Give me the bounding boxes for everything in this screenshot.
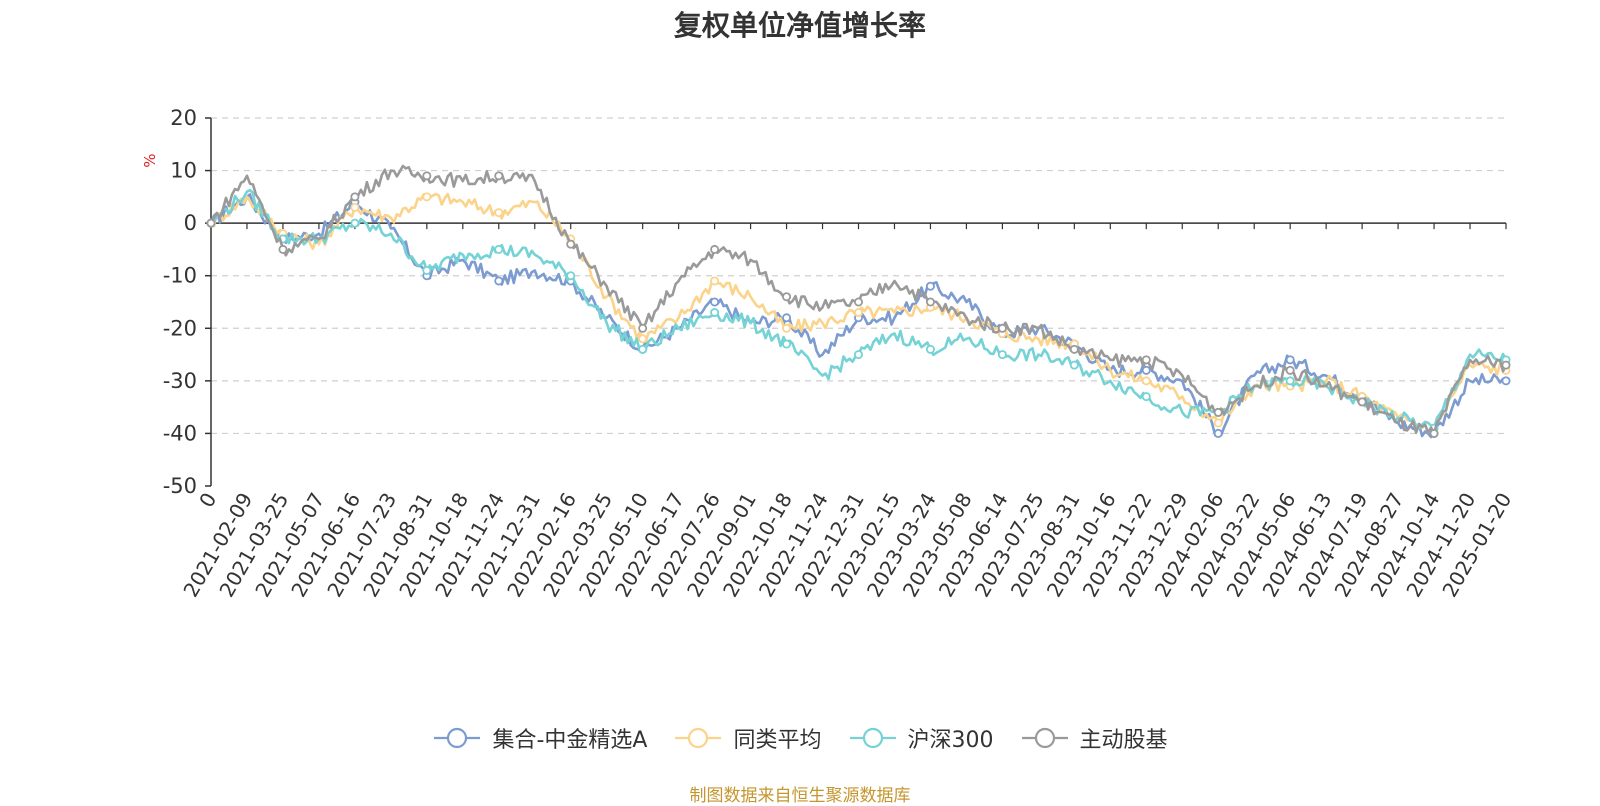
y-axis-unit: % (141, 153, 159, 167)
data-point (350, 202, 360, 212)
legend-item[interactable]: 集合-中金精选A (432, 722, 647, 754)
legend-line-circle-icon (1021, 727, 1068, 749)
y-tick-label: 10 (170, 159, 197, 183)
series-lines (206, 164, 1511, 439)
data-point (350, 192, 360, 202)
x-tick-label: 0 (194, 489, 221, 512)
legend-item[interactable]: 主动股基 (1020, 722, 1168, 754)
line-chart: 20100-10-20-30-40-50%02021-02-092021-03-… (141, 106, 1516, 601)
data-point (782, 313, 792, 323)
data-point (1213, 407, 1223, 417)
y-tick-label: -40 (163, 421, 197, 445)
data-point (1501, 376, 1511, 386)
data-point (422, 192, 432, 202)
data-point (638, 334, 648, 344)
axes (205, 117, 1507, 487)
data-point (1285, 365, 1295, 375)
data-point (782, 323, 792, 333)
legend-item[interactable]: 沪深300 (848, 722, 994, 754)
legend-label: 同类平均 (733, 728, 822, 753)
data-point (494, 276, 504, 286)
y-tick-label: -50 (163, 474, 197, 498)
legend-marker (688, 727, 709, 749)
grid-lines (211, 117, 1506, 435)
axis-labels: 20100-10-20-30-40-50%02021-02-092021-03-… (141, 106, 1516, 601)
legend-label: 沪深300 (907, 728, 994, 753)
data-point (638, 323, 648, 333)
data-point (1213, 418, 1223, 428)
data-point (1285, 376, 1295, 386)
data-point (422, 265, 432, 275)
data-point (1213, 428, 1223, 438)
data-point (710, 244, 720, 254)
legend-item[interactable]: 同类平均 (673, 722, 822, 754)
y-tick-label: -30 (163, 369, 197, 393)
data-point (1357, 397, 1367, 407)
y-tick-label: 20 (170, 106, 197, 130)
data-point (1141, 392, 1151, 402)
data-point (1285, 355, 1295, 365)
data-point (1501, 360, 1511, 370)
data-point (350, 218, 360, 228)
y-tick-label: -10 (163, 264, 197, 288)
legend-marker (447, 727, 468, 749)
data-source-note: 制图数据来自恒生聚源数据库 (689, 786, 911, 806)
data-point (925, 297, 935, 307)
legend-marker (1034, 727, 1055, 749)
legend-marker (862, 727, 883, 749)
data-point (494, 208, 504, 218)
data-point (1141, 365, 1151, 375)
data-point (854, 308, 864, 318)
data-point (494, 244, 504, 254)
data-point (1069, 360, 1079, 370)
data-point (782, 292, 792, 302)
data-point (1429, 428, 1439, 438)
data-point (422, 171, 432, 181)
data-point (1069, 344, 1079, 354)
data-point (710, 297, 720, 307)
legend-line-circle-icon (675, 727, 722, 749)
y-tick-label: 0 (184, 211, 197, 235)
legend-line-circle-icon (434, 727, 481, 749)
data-point (710, 308, 720, 318)
data-point (782, 339, 792, 349)
data-point (997, 350, 1007, 360)
data-point (854, 297, 864, 307)
legend-label: 主动股基 (1079, 728, 1168, 753)
legend: 集合-中金精选A 同类平均 沪深300 主动股基 (0, 722, 1600, 754)
legend-label: 集合-中金精选A (492, 728, 648, 753)
legend-line-circle-icon (849, 727, 896, 749)
y-tick-label: -20 (163, 316, 197, 340)
data-point (925, 344, 935, 354)
data-point (566, 271, 576, 281)
data-point (278, 244, 288, 254)
data-point (566, 239, 576, 249)
data-point (710, 276, 720, 286)
data-point (1141, 355, 1151, 365)
data-point (997, 323, 1007, 333)
chart-title: 复权单位净值增长率 (673, 9, 926, 42)
data-point (206, 218, 216, 228)
data-point (494, 171, 504, 181)
data-point (638, 344, 648, 354)
data-point (854, 350, 864, 360)
data-point (1141, 376, 1151, 386)
data-point (925, 281, 935, 291)
